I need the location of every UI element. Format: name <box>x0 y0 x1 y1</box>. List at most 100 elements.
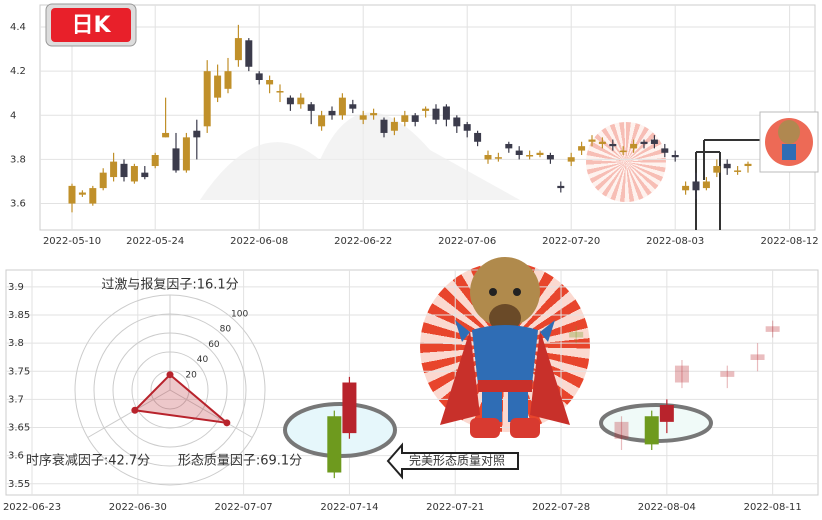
candle-body <box>720 371 735 377</box>
candle-body <box>266 80 274 85</box>
candle-body <box>723 163 731 169</box>
candle-body <box>245 40 253 67</box>
candle-body <box>342 382 357 434</box>
x-tick-label: 2022-06-08 <box>230 236 288 247</box>
x-tick-label: 2022-06-22 <box>334 236 392 247</box>
candle-body <box>569 331 584 338</box>
radar-tick-label: 40 <box>197 355 209 365</box>
badge-text: 日K <box>71 13 111 38</box>
decor-mountain <box>200 112 520 200</box>
x-tick-label: 2022-07-20 <box>542 236 600 247</box>
candle-body <box>432 108 440 120</box>
candle-body <box>130 166 138 182</box>
candle-body <box>370 113 378 116</box>
candle-body <box>162 132 170 138</box>
y-tick-label: 4 <box>10 110 16 121</box>
decor-sun <box>586 122 666 202</box>
candle-body <box>141 172 149 178</box>
candle-body <box>318 115 326 127</box>
candle-body <box>598 141 606 144</box>
thumb-dog-head <box>778 120 800 144</box>
radar-axis <box>169 389 253 438</box>
candle-body <box>182 137 190 171</box>
candle-body <box>411 115 419 122</box>
radar-tick-label: 60 <box>208 340 220 350</box>
candle-body <box>505 143 513 149</box>
candle-body <box>78 192 86 195</box>
x-tick-label: 2022-07-21 <box>426 502 484 513</box>
candle-body <box>234 38 242 61</box>
candle-body <box>307 104 315 111</box>
candle-body <box>640 141 648 144</box>
y-tick-label: 3.8 <box>10 154 26 165</box>
x-tick-label: 2022-07-06 <box>438 236 496 247</box>
plot-frame <box>5 269 819 496</box>
candle-body <box>89 188 97 204</box>
y-tick-label: 4.2 <box>10 66 26 77</box>
x-tick-label: 2022-08-04 <box>638 502 696 513</box>
candle-body <box>203 71 211 127</box>
y-tick-label: 3.8 <box>8 338 24 349</box>
x-tick-label: 2022-06-23 <box>3 502 61 513</box>
candle-body <box>750 354 765 360</box>
candle-body <box>224 71 232 89</box>
candle-body <box>702 181 710 189</box>
candle-body <box>463 124 471 131</box>
candle-body <box>297 97 305 105</box>
candle-body <box>68 185 76 204</box>
candle-body <box>644 416 659 445</box>
candle-body <box>614 421 629 439</box>
candle-body <box>193 130 201 138</box>
candle-body <box>349 104 357 109</box>
candle-body <box>380 119 388 133</box>
radar-label: 过激与报复因子:16.1分 <box>101 278 238 293</box>
x-tick-label: 2022-08-11 <box>744 502 802 513</box>
y-tick-label: 3.55 <box>8 479 30 490</box>
candle-body <box>713 166 721 173</box>
candle-body <box>567 157 575 162</box>
x-tick-label: 2022-05-10 <box>43 236 101 247</box>
x-tick-label: 2022-08-12 <box>761 236 819 247</box>
y-tick-label: 3.75 <box>8 366 30 377</box>
candle-body <box>494 157 502 159</box>
radar-tick-label: 100 <box>231 310 248 320</box>
decor-hero <box>440 257 570 438</box>
candle-body <box>692 181 700 191</box>
candle-body <box>588 139 596 142</box>
badge <box>51 8 131 42</box>
x-tick-label: 2022-06-30 <box>109 502 167 513</box>
annotation-arrow <box>386 442 519 480</box>
candle-body <box>630 143 638 149</box>
candle-body <box>661 148 669 153</box>
y-tick-label: 3.6 <box>8 451 24 462</box>
candle-body <box>484 155 492 160</box>
candle-body <box>474 132 482 142</box>
candle-body <box>327 416 342 473</box>
candle-body <box>453 117 461 127</box>
y-tick-label: 4.4 <box>10 22 26 33</box>
candle-body <box>744 163 752 167</box>
candle-body <box>120 163 128 178</box>
y-tick-label: 3.6 <box>10 199 26 210</box>
candle-body <box>682 185 690 191</box>
annotation: 完美形态质量对照 <box>409 453 505 468</box>
y-tick-label: 3.9 <box>8 282 24 293</box>
candle-body <box>515 150 523 155</box>
candle-body <box>557 185 565 189</box>
candle-body <box>276 91 284 93</box>
x-tick-label: 2022-08-03 <box>646 236 704 247</box>
candle-body <box>422 108 430 111</box>
radar-point <box>166 371 174 379</box>
candle-body <box>401 115 409 122</box>
candle-body <box>214 75 222 98</box>
radar-point <box>131 406 139 414</box>
radar-point <box>223 419 231 427</box>
candle-body <box>765 326 780 332</box>
candle-body <box>536 152 544 155</box>
candle-body <box>172 148 180 171</box>
radar-label: 形态质量因子:69.1分 <box>178 454 302 469</box>
candle-body <box>619 150 627 153</box>
candle-body <box>442 106 450 120</box>
